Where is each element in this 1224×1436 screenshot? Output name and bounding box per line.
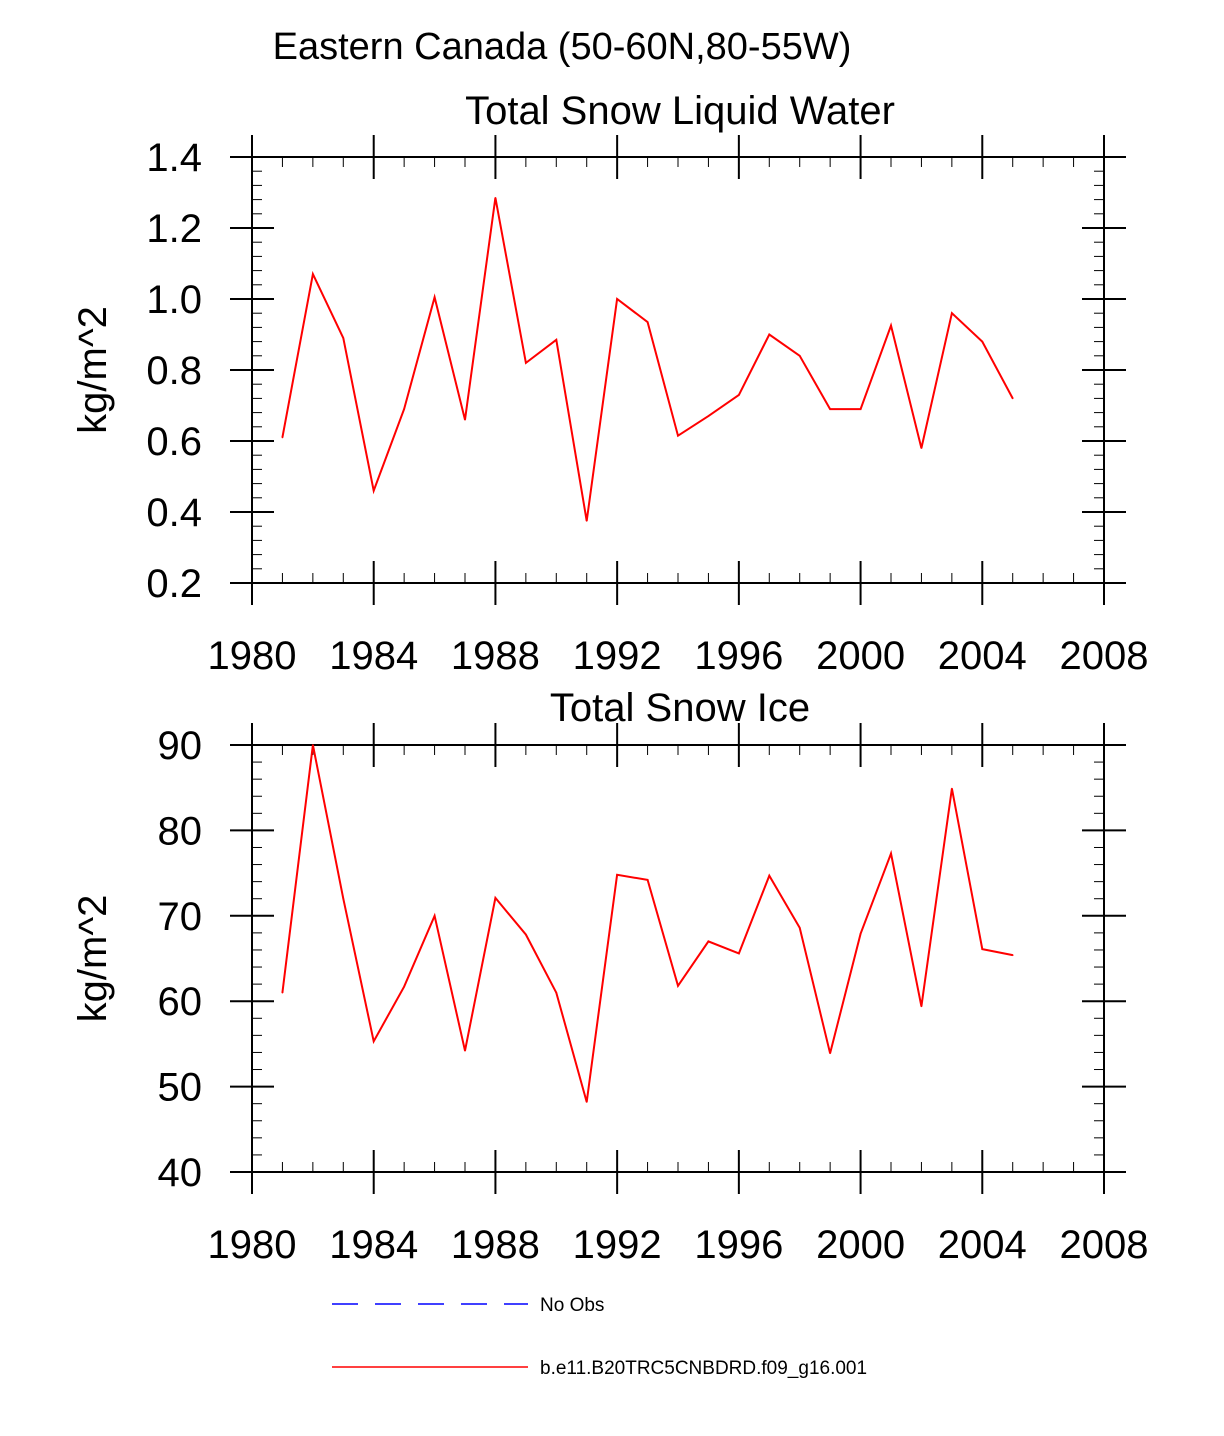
- data-point: [859, 408, 862, 410]
- y-tick-label: 90: [158, 724, 203, 768]
- data-point: [372, 489, 375, 492]
- y-tick-label: 1.4: [146, 136, 202, 180]
- data-point: [798, 926, 801, 929]
- y-axis-label: kg/m^2: [71, 306, 115, 434]
- data-point: [585, 1101, 588, 1103]
- legend-label: No Obs: [540, 1295, 604, 1316]
- data-point: [951, 312, 953, 315]
- data-point: [342, 337, 345, 339]
- data-point: [403, 985, 405, 988]
- data-point: [494, 197, 497, 199]
- plot-frame: [251, 156, 1105, 584]
- data-point: [312, 744, 314, 746]
- y-axis-label: kg/m^2: [71, 895, 115, 1023]
- data-point: [677, 985, 679, 987]
- data-point: [646, 321, 649, 323]
- data-point: [951, 787, 953, 790]
- x-tick-label: 1988: [451, 634, 540, 678]
- x-tick-label: 1980: [208, 1223, 297, 1267]
- data-point: [646, 879, 649, 881]
- x-tick-label: 1984: [329, 634, 418, 678]
- data-point: [1011, 954, 1014, 956]
- data-point: [281, 991, 284, 994]
- data-point: [585, 520, 588, 522]
- x-tick-label: 1992: [573, 1223, 662, 1267]
- data-point: [525, 933, 527, 936]
- data-point: [464, 1049, 466, 1052]
- data-point: [494, 897, 497, 899]
- x-tick-label: 2008: [1060, 1223, 1149, 1267]
- y-tick-label: 70: [158, 895, 203, 939]
- series-line: [281, 197, 1014, 522]
- subplot-title: Total Snow Liquid Water: [465, 89, 895, 133]
- data-point: [920, 447, 923, 449]
- data-point: [555, 339, 558, 341]
- x-tick-label: 1988: [451, 1223, 540, 1267]
- panel-total-snow-ice: Total Snow Ice 40 50 60 70 80 90 1980 1984 1988 19…: [71, 686, 1148, 1267]
- data-point: [1011, 397, 1014, 400]
- legend: No Obs b.e11.B20TRC5CNBDRD.f09_g16.001: [332, 1295, 867, 1379]
- x-tick-label: 2000: [816, 634, 905, 678]
- data-point: [707, 415, 710, 417]
- series-line: [281, 744, 1013, 1103]
- y-tick-label: 50: [158, 1066, 203, 1110]
- y-tick-label: 0.8: [146, 349, 202, 393]
- data-point: [890, 852, 892, 855]
- data-point: [738, 952, 740, 955]
- data-point: [616, 298, 618, 300]
- data-point: [768, 333, 771, 336]
- data-point: [981, 340, 984, 343]
- x-tick-label: 1992: [573, 634, 662, 678]
- plot-frame: [251, 744, 1105, 1173]
- y-tick-label: 0.4: [146, 491, 202, 535]
- data-point: [433, 296, 436, 299]
- data-point: [555, 991, 558, 994]
- data-point: [312, 273, 314, 275]
- subplot-title: Total Snow Ice: [550, 686, 810, 730]
- data-point: [859, 932, 862, 935]
- data-point: [798, 355, 801, 357]
- x-tick-label: 1984: [329, 1223, 418, 1267]
- data-point: [707, 940, 710, 943]
- x-tick-label: 2004: [938, 634, 1027, 678]
- y-tick-label: 0.2: [146, 562, 202, 606]
- x-tick-label: 1980: [208, 634, 297, 678]
- y-tick-label: 0.6: [146, 420, 202, 464]
- data-point: [403, 408, 405, 410]
- x-tick-label: 2004: [938, 1223, 1027, 1267]
- data-point: [433, 915, 436, 917]
- y-tick-label: 1.0: [146, 278, 202, 322]
- data-point: [616, 874, 618, 876]
- data-point: [829, 408, 831, 410]
- data-point: [342, 897, 345, 900]
- figure-title: Eastern Canada (50-60N,80-55W): [272, 26, 852, 68]
- data-point: [464, 418, 466, 421]
- panel-total-snow-liquid-water: Total Snow Liquid Water 0.2 0.4 0.6 0.8 1.0 1.…: [71, 89, 1148, 678]
- data-point: [738, 394, 740, 396]
- x-tick-label: 2008: [1060, 634, 1149, 678]
- data-point: [677, 434, 679, 437]
- y-tick-label: 80: [158, 809, 203, 853]
- data-point: [829, 1052, 831, 1055]
- data-point: [525, 362, 527, 364]
- y-tick-label: 40: [158, 1151, 203, 1195]
- data-point: [920, 1005, 923, 1008]
- y-tick-label: 1.2: [146, 207, 202, 251]
- data-point: [768, 874, 771, 877]
- x-tick-label: 1996: [694, 1223, 783, 1267]
- x-tick-label: 1996: [694, 634, 783, 678]
- y-tick-label: 60: [158, 980, 203, 1024]
- x-tick-label: 2000: [816, 1223, 905, 1267]
- data-point: [372, 1040, 375, 1043]
- data-point: [890, 324, 892, 327]
- data-point: [981, 948, 984, 950]
- legend-label: b.e11.B20TRC5CNBDRD.f09_g16.001: [540, 1358, 867, 1379]
- data-point: [281, 436, 284, 439]
